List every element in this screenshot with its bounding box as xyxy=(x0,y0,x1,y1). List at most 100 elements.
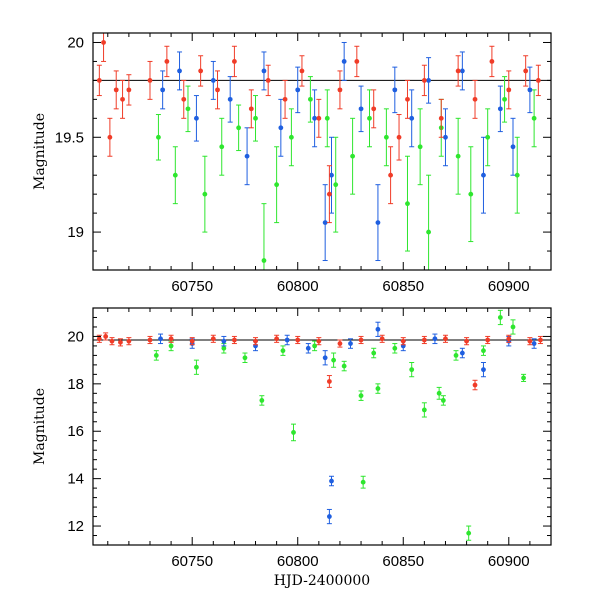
data-point xyxy=(324,115,330,121)
data-point xyxy=(291,430,296,435)
data-point xyxy=(172,172,178,178)
data-point xyxy=(502,96,507,102)
data-point xyxy=(466,530,472,536)
y-tick-label: 16 xyxy=(67,423,84,440)
data-point xyxy=(375,326,381,332)
data-point xyxy=(244,153,250,159)
data-point xyxy=(312,343,318,349)
data-point xyxy=(265,78,271,83)
data-point xyxy=(101,40,106,45)
data-point xyxy=(510,324,516,330)
data-point xyxy=(210,78,216,83)
data-point xyxy=(280,348,286,354)
series-1 xyxy=(160,41,533,262)
data-point xyxy=(535,78,541,83)
data-point xyxy=(109,338,115,344)
data-point xyxy=(527,338,533,344)
data-point xyxy=(232,337,237,343)
data-point xyxy=(253,115,258,121)
data-point xyxy=(405,201,410,207)
data-point xyxy=(215,87,220,93)
data-point xyxy=(497,106,503,112)
data-point xyxy=(485,337,491,343)
data-point xyxy=(440,398,446,403)
data-point xyxy=(455,153,461,159)
y-tick-label: 12 xyxy=(67,518,84,535)
data-point xyxy=(464,338,469,344)
data-point xyxy=(358,393,364,399)
data-point xyxy=(506,336,512,342)
data-point xyxy=(531,115,537,121)
data-point xyxy=(295,337,301,343)
data-point xyxy=(379,336,385,342)
plot-frame xyxy=(92,307,552,546)
data-point xyxy=(316,115,322,121)
data-point xyxy=(274,336,280,342)
data-point xyxy=(459,350,465,356)
data-point xyxy=(120,96,125,102)
data-point xyxy=(348,341,353,346)
data-point xyxy=(253,338,258,344)
data-point xyxy=(156,134,161,140)
x-tick-label: 60900 xyxy=(488,278,530,295)
data-point xyxy=(400,338,406,344)
data-point xyxy=(341,59,347,64)
x-tick-label: 60800 xyxy=(277,553,319,570)
plot-frame xyxy=(92,32,552,271)
data-point xyxy=(194,115,199,121)
data-point xyxy=(489,59,495,64)
data-point xyxy=(259,398,265,403)
data-point xyxy=(371,106,377,112)
data-point xyxy=(485,134,491,140)
data-point xyxy=(274,182,280,188)
data-point xyxy=(284,337,290,343)
y-tick-label: 20 xyxy=(67,34,84,51)
data-point xyxy=(316,338,322,344)
data-point xyxy=(360,479,366,485)
data-point xyxy=(459,68,465,74)
data-point xyxy=(396,134,402,140)
data-point xyxy=(305,345,311,351)
series-2 xyxy=(96,33,541,224)
data-point xyxy=(392,345,398,351)
data-point xyxy=(248,106,254,112)
data-point xyxy=(426,229,431,235)
data-point xyxy=(236,125,242,131)
y-tick-label: 14 xyxy=(67,471,84,488)
data-point xyxy=(333,182,339,188)
data-point xyxy=(421,407,427,413)
data-point xyxy=(168,336,174,342)
data-point xyxy=(158,336,163,342)
data-point xyxy=(227,96,233,102)
data-point xyxy=(481,172,486,178)
data-point xyxy=(329,478,334,484)
data-point xyxy=(472,382,478,388)
data-point xyxy=(432,336,438,342)
x-tick-label: 60800 xyxy=(277,278,319,295)
data-point xyxy=(329,172,334,178)
data-point xyxy=(113,87,119,93)
data-point xyxy=(288,134,294,140)
y-tick-label: 19.5 xyxy=(55,129,84,146)
data-point xyxy=(341,363,347,369)
data-point xyxy=(388,172,393,178)
data-point xyxy=(189,338,195,344)
data-point xyxy=(210,336,216,342)
data-point xyxy=(282,96,288,102)
top-panel: 60750 60800 60850 60900 19 19.5 20 Magnitude xyxy=(32,32,552,295)
data-point xyxy=(126,87,132,93)
bottom-panel: 60750 60800 60850 60900 12 14 16 18 20 Magnitude H… xyxy=(32,307,552,589)
data-point xyxy=(367,115,372,121)
x-tick-label: 60850 xyxy=(382,553,424,570)
data-point xyxy=(194,364,199,370)
data-point xyxy=(168,343,174,349)
data-point xyxy=(147,78,153,83)
data-point xyxy=(322,220,328,226)
y-axis-title: Magnitude xyxy=(32,113,48,190)
data-point xyxy=(521,375,526,381)
data-point xyxy=(126,338,132,344)
data-point xyxy=(468,191,474,197)
series-2 xyxy=(96,332,543,391)
data-point xyxy=(455,68,461,74)
